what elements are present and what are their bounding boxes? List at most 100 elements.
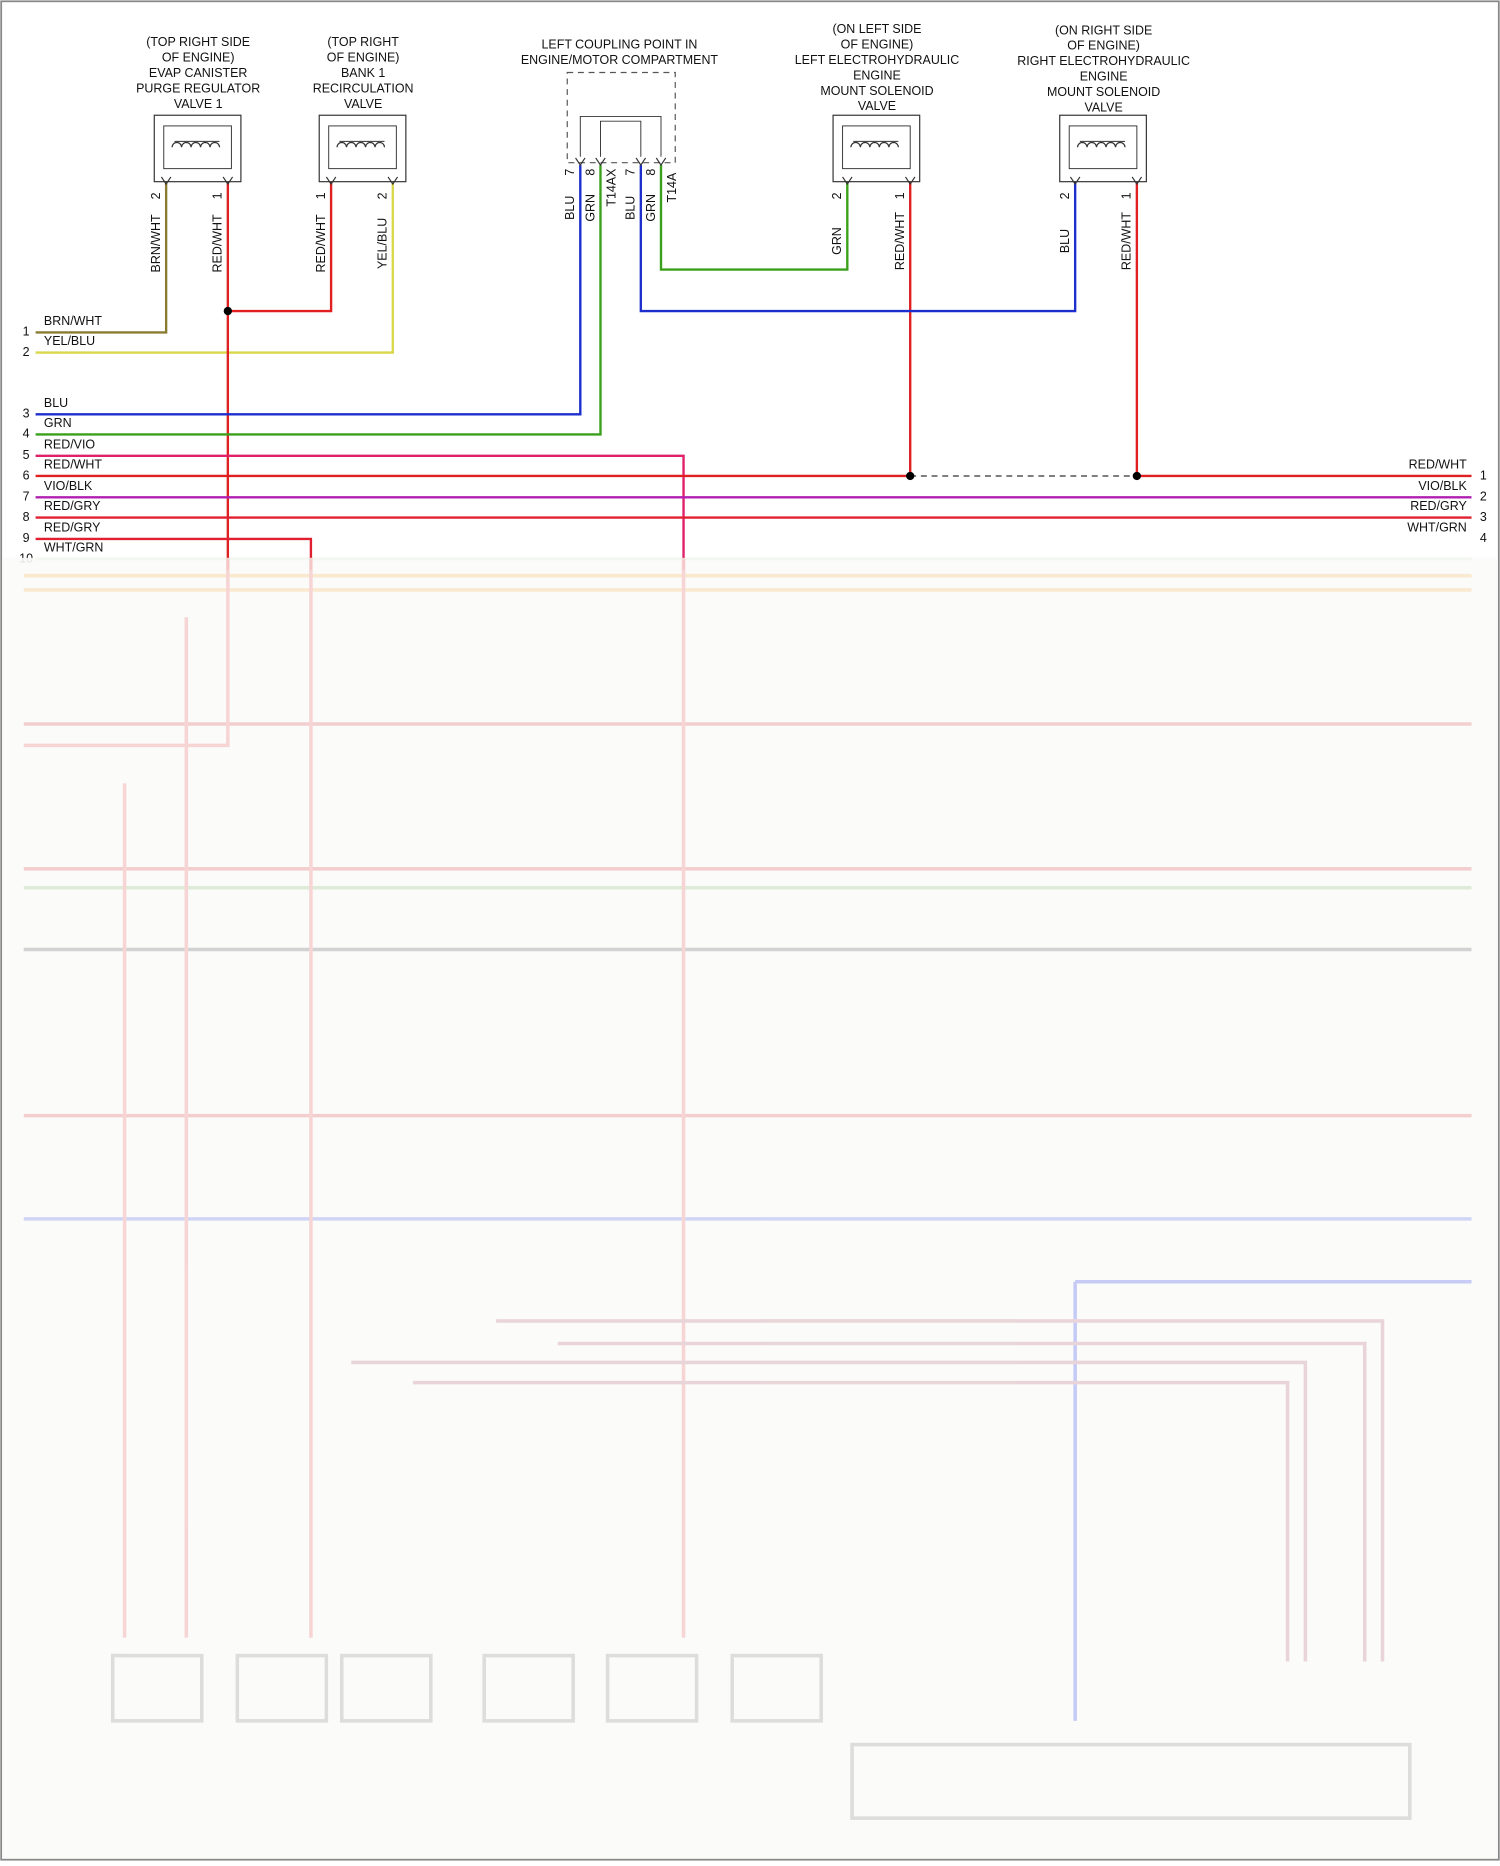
pin-number: 4: [1480, 531, 1487, 545]
wire-label: RED/WHT: [44, 458, 102, 472]
wire-label: VIO/BLK: [44, 479, 93, 493]
component-label: (ON RIGHT SIDE: [1055, 23, 1152, 37]
wire-label: RED/GRY: [1410, 499, 1467, 513]
wire-label: GRN: [583, 194, 597, 222]
pin-number: 1: [211, 192, 225, 199]
wire-label: BLU: [624, 196, 638, 220]
coupling-box: [566, 71, 676, 164]
component-label: RECIRCULATION: [313, 81, 414, 95]
pin-terminal: [1069, 176, 1081, 186]
wire-label: BRN/WHT: [44, 314, 102, 328]
pin-number: 1: [1480, 468, 1487, 482]
pin-terminal: [1131, 176, 1143, 186]
wire-label: RED/WHT: [314, 214, 328, 272]
wire-label: WHT/GRN: [44, 541, 104, 555]
wire-label: RED/WHT: [211, 214, 225, 272]
wire-label: BLU: [44, 396, 68, 410]
coupling-label: ENGINE/MOTOR COMPARTMENT: [521, 53, 719, 67]
coil: [850, 142, 899, 148]
component-label: MOUNT SOLENOID: [820, 84, 933, 98]
solenoid-frame: [842, 125, 911, 170]
component-label: VALVE: [344, 97, 382, 111]
component-box: [832, 114, 921, 183]
pin-terminal: [222, 176, 234, 186]
wire: [35, 454, 685, 570]
pin-number: 1: [314, 192, 328, 199]
wire: [659, 165, 849, 271]
pin-terminal: [387, 176, 399, 186]
coupling-bridge: [579, 115, 662, 157]
pin-terminal: [842, 176, 853, 186]
coupling-label: LEFT COUPLING POINT IN: [541, 38, 697, 52]
pin-number: 5: [23, 448, 30, 462]
component-label: VALVE: [858, 99, 896, 113]
coil: [336, 142, 386, 148]
wire: [35, 181, 394, 354]
wire-label: GRN: [830, 227, 844, 255]
pin-number: 8: [644, 169, 658, 176]
component-box: [1059, 114, 1147, 183]
pin-number: 8: [23, 510, 30, 524]
pin-number: 9: [23, 531, 30, 545]
wire-label: RED/WHT: [1409, 458, 1467, 472]
component-box: [318, 114, 407, 183]
splice: [906, 471, 915, 481]
blurred-area: [2, 557, 1498, 1859]
component-label: (TOP RIGHT: [327, 35, 399, 49]
component-label: BANK 1: [341, 66, 385, 80]
wire-label: RED/VIO: [44, 437, 96, 451]
pin-number: 3: [1480, 510, 1487, 524]
pin-terminal: [595, 157, 606, 167]
component-label: MOUNT SOLENOID: [1047, 85, 1160, 99]
component-label: RIGHT ELECTROHYDRAULIC: [1017, 54, 1190, 68]
wire-label: YEL/BLU: [376, 218, 390, 269]
component-label: PURGE REGULATOR: [136, 81, 260, 95]
wire: [35, 181, 168, 334]
wire-label: GRN: [44, 416, 72, 430]
pin-number: 7: [624, 169, 638, 176]
coil: [171, 142, 221, 148]
wire-label: BLU: [563, 196, 577, 220]
pin-terminal: [904, 176, 916, 186]
wire: [35, 165, 582, 416]
pin-number: 3: [23, 407, 30, 421]
wires: [35, 165, 1472, 570]
pin-terminal: [325, 176, 337, 186]
connector-name: T14AX: [605, 168, 619, 207]
pin-number: 7: [563, 169, 577, 176]
pin-number: 2: [149, 192, 163, 199]
pin-terminal: [635, 157, 647, 167]
pin-number: 2: [376, 192, 390, 199]
wire-label: BRN/WHT: [149, 214, 163, 272]
solenoid-frame: [328, 125, 397, 170]
wire-label: VIO/BLK: [1418, 479, 1467, 493]
component-label: OF ENGINE): [327, 51, 400, 65]
pin-number: 1: [1120, 192, 1134, 199]
connector-name: T14A: [665, 172, 679, 202]
splice: [1132, 471, 1142, 481]
component-label: (ON LEFT SIDE: [832, 22, 921, 36]
component-label: LEFT ELECTROHYDRAULIC: [795, 53, 959, 67]
pin-number: 1: [23, 325, 30, 339]
component-label: EVAP CANISTER: [149, 66, 248, 80]
component-label: OF ENGINE): [841, 38, 914, 52]
splice: [223, 306, 233, 316]
blurred-lines: [23, 557, 1472, 1820]
pin-number: 2: [830, 192, 844, 199]
component-label: OF ENGINE): [162, 51, 235, 65]
component-label: ENGINE: [853, 68, 901, 82]
pin-number: 6: [23, 468, 30, 482]
wire-label: WHT/GRN: [1407, 521, 1467, 535]
wire: [639, 165, 1077, 313]
pin-number: 2: [1058, 192, 1072, 199]
pin-number: 8: [583, 169, 597, 176]
component-label: OF ENGINE): [1067, 39, 1140, 53]
wire-label: YEL/BLU: [44, 334, 95, 348]
component-label: VALVE 1: [174, 97, 223, 111]
pin-number: 2: [23, 345, 30, 359]
component-box: [153, 114, 242, 183]
coil: [1076, 142, 1126, 148]
component-label: ENGINE: [1080, 70, 1128, 84]
